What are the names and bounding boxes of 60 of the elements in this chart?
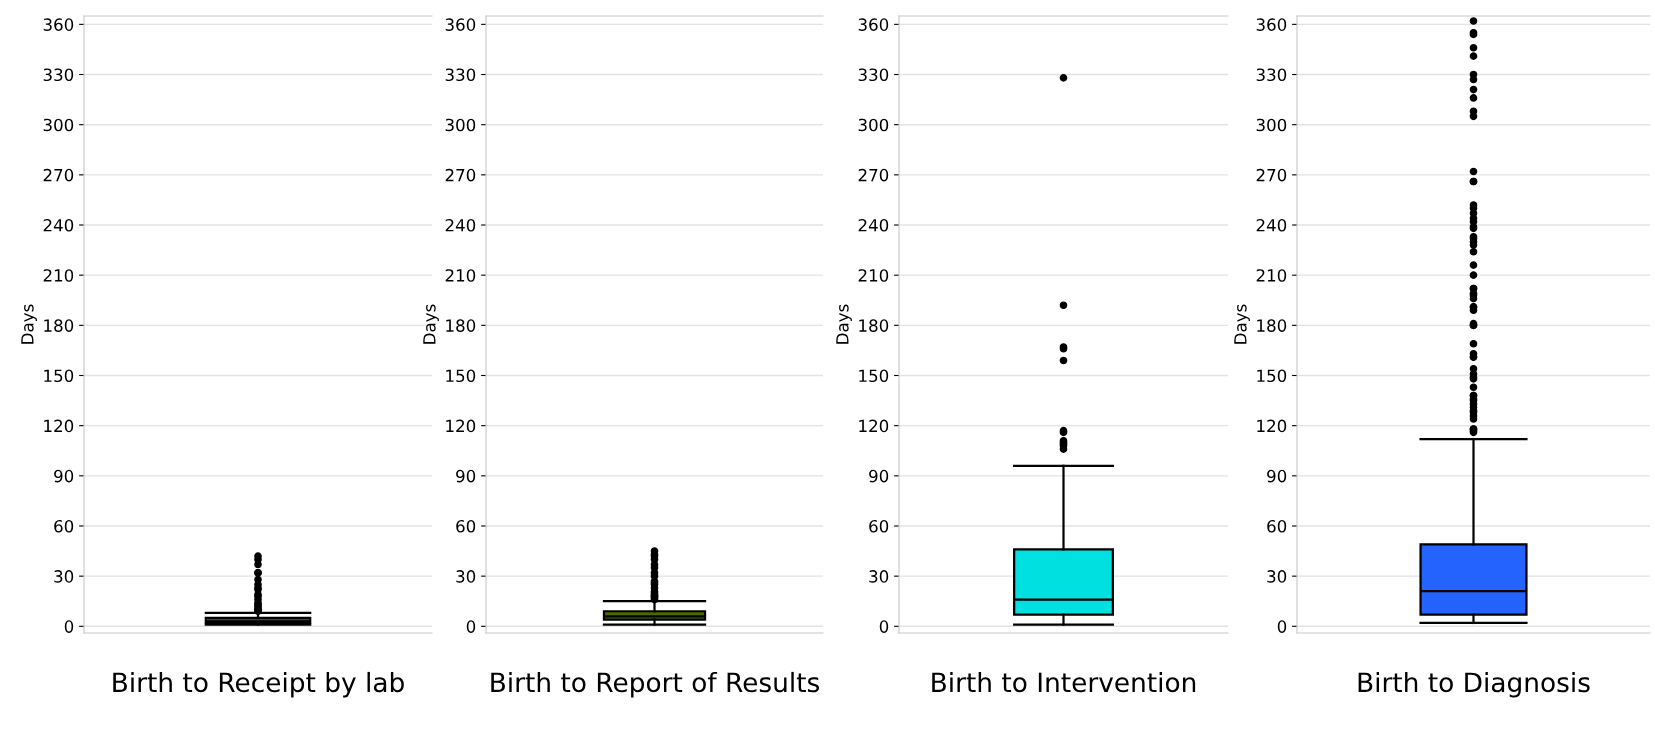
y-tick-label: 30 [456,570,476,583]
y-tick-label: 0 [64,620,74,633]
y-tick-label: 120 [44,419,74,433]
y-tick-label: 300 [43,118,74,132]
y-tick-label: 60 [54,519,74,533]
y-tick-label: 360 [43,18,74,31]
y-tick-label: 180 [1257,319,1287,332]
y-tick-label: 330 [445,68,476,82]
y-tick-label: 360 [858,18,889,31]
y-tick-label: 300 [858,118,889,132]
y-tick-label: 330 [858,68,889,82]
y-tick-label: 300 [445,118,476,132]
y-tick-label: 210 [43,269,74,282]
y-tick-label: 270 [858,168,889,182]
x-tick-label: Birth to Report of Results [491,671,820,698]
y-axis-title: Days [836,304,852,344]
y-tick-label: 30 [869,570,889,583]
y-tick-label: 240 [1256,218,1287,232]
x-tick-label: Birth to Receipt by lab [113,671,404,698]
y-tick-label: 150 [859,369,889,383]
y-tick-label: 240 [43,218,74,232]
y-tick-label: 120 [446,419,476,433]
y-axis-title: Days [1234,304,1250,344]
y-tick-label: 150 [446,369,476,383]
y-tick-label: 270 [1256,168,1287,182]
y-tick-label: 270 [445,168,476,182]
y-tick-label: 90 [1267,469,1287,483]
y-tick-label: 180 [859,319,889,332]
y-tick-label: 210 [1256,269,1287,282]
y-tick-label: 60 [456,519,476,533]
x-tick-label: Birth to Diagnosis [1358,671,1590,698]
y-tick-label: 30 [54,570,74,583]
y-tick-label: 60 [1267,519,1287,533]
y-tick-label: 240 [858,218,889,232]
y-tick-label: 210 [858,269,889,282]
y-tick-label: 150 [1257,369,1287,383]
y-tick-label: 90 [54,469,74,483]
y-tick-label: 360 [1256,18,1287,31]
y-tick-label: 330 [1256,68,1287,82]
y-tick-label: 180 [44,319,74,332]
y-tick-label: 240 [445,218,476,232]
y-tick-label: 150 [44,369,74,383]
y-tick-label: 90 [869,469,889,483]
y-tick-label: 270 [43,168,74,182]
y-tick-label: 0 [879,620,889,633]
y-tick-label: 300 [1256,118,1287,132]
y-tick-label: 180 [446,319,476,332]
y-tick-label: 210 [445,269,476,282]
y-tick-label: 90 [456,469,476,483]
y-tick-label: 0 [1277,620,1287,633]
y-axis-title: Days [423,304,439,344]
y-tick-label: 0 [466,620,476,633]
x-tick-label: Birth to Intervention [932,671,1196,693]
y-axis-title: Days [21,304,37,344]
y-tick-label: 120 [859,419,889,433]
y-tick-label: 120 [1257,419,1287,433]
y-tick-label: 60 [869,519,889,533]
y-tick-label: 30 [1267,570,1287,583]
y-tick-label: 330 [43,68,74,82]
y-tick-label: 360 [445,18,476,31]
